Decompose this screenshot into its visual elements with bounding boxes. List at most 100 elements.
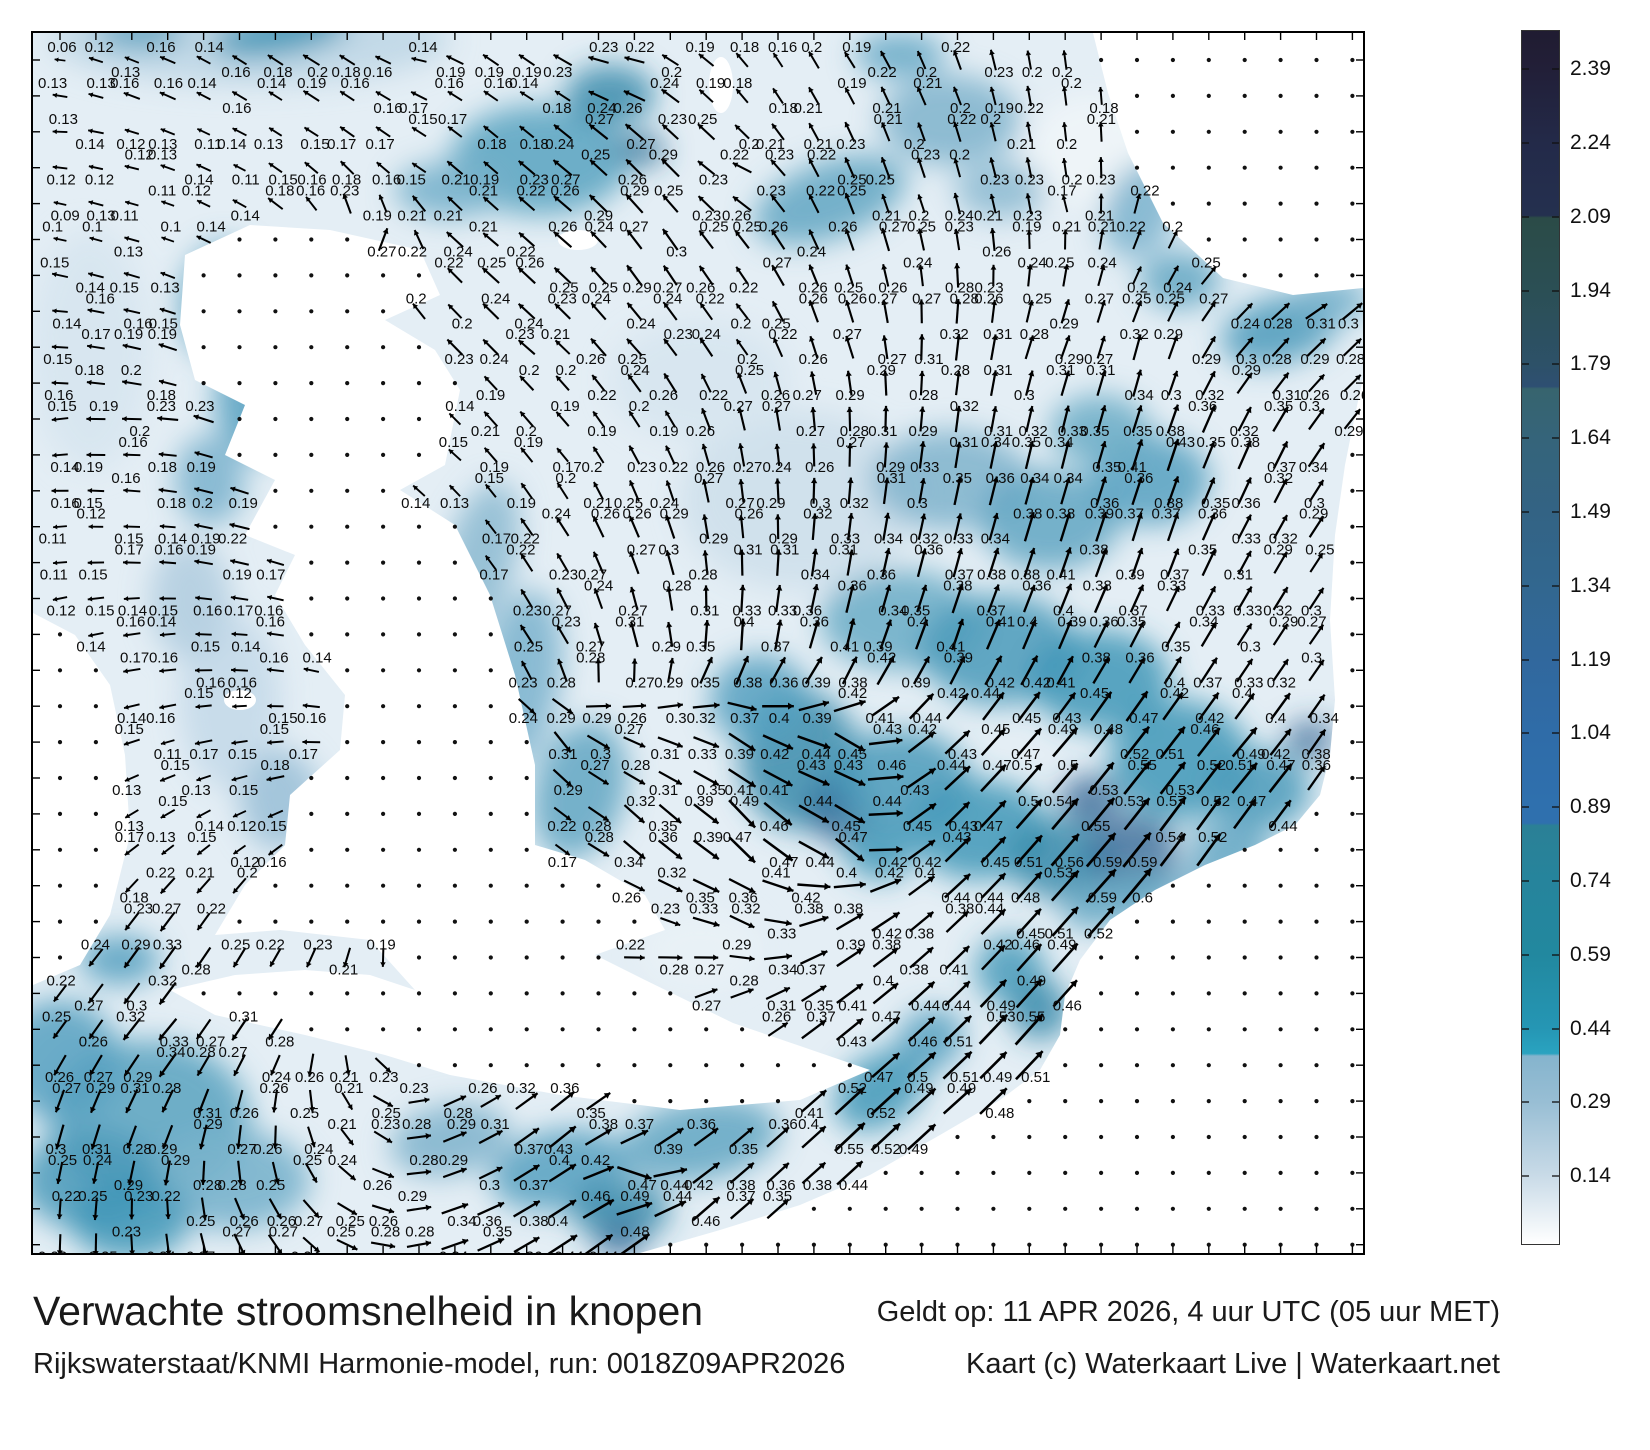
svg-text:0.36: 0.36 [1022, 578, 1051, 595]
svg-text:0.12: 0.12 [85, 172, 114, 189]
svg-text:0.57: 0.57 [1156, 793, 1185, 810]
svg-text:0.25: 0.25 [549, 279, 578, 296]
copyright-credit: Kaart (c) Waterkaart Live | Waterkaart.n… [966, 1348, 1500, 1380]
colorbar-tickmark [1552, 511, 1559, 514]
svg-text:0.27: 0.27 [695, 962, 724, 979]
svg-text:0.16: 0.16 [363, 64, 392, 81]
svg-text:0.16: 0.16 [149, 649, 178, 666]
svg-text:0.27: 0.27 [879, 219, 908, 236]
svg-text:0.26: 0.26 [259, 1080, 288, 1097]
svg-text:0.23: 0.23 [1013, 208, 1042, 225]
svg-text:0.2: 0.2 [661, 64, 682, 81]
svg-text:0.19: 0.19 [74, 459, 103, 476]
colorbar-tick-label: 2.39 [1570, 57, 1611, 81]
svg-text:0.15: 0.15 [161, 757, 190, 774]
svg-text:0.35: 0.35 [648, 818, 677, 835]
colorbar-tickmark [1522, 215, 1529, 218]
svg-text:0.52: 0.52 [1120, 746, 1149, 763]
svg-text:0.46: 0.46 [1190, 721, 1219, 738]
svg-text:0.29: 0.29 [547, 710, 576, 727]
svg-text:0.23: 0.23 [765, 147, 794, 164]
svg-text:0.11: 0.11 [194, 136, 222, 153]
svg-text:0.24: 0.24 [291, 1249, 320, 1253]
svg-text:0.22: 0.22 [398, 244, 427, 261]
svg-text:0.53: 0.53 [1044, 865, 1073, 882]
svg-text:0.2: 0.2 [1052, 64, 1073, 81]
svg-text:0.34: 0.34 [614, 854, 643, 871]
svg-text:0.52: 0.52 [1201, 793, 1230, 810]
svg-text:0.17: 0.17 [365, 136, 394, 153]
colorbar-tickmark [1522, 1175, 1529, 1178]
svg-text:0.18: 0.18 [1089, 100, 1118, 117]
svg-text:0.29: 0.29 [1334, 423, 1363, 440]
svg-text:0.36: 0.36 [766, 1177, 795, 1194]
svg-text:0.3: 0.3 [1014, 387, 1035, 404]
svg-text:0.26: 0.26 [838, 290, 867, 307]
svg-text:0.19: 0.19 [507, 495, 536, 512]
svg-text:0.49: 0.49 [730, 793, 759, 810]
svg-text:0.44: 0.44 [971, 685, 1000, 702]
svg-text:0.42: 0.42 [838, 685, 867, 702]
colorbar-tickmark [1552, 289, 1559, 292]
land-continental-coast [640, 378, 1363, 1253]
svg-text:0.18: 0.18 [75, 362, 104, 379]
svg-text:0.26: 0.26 [649, 387, 678, 404]
svg-text:0.23: 0.23 [836, 136, 865, 153]
svg-text:0.36: 0.36 [1188, 398, 1217, 415]
svg-text:0.38: 0.38 [589, 1116, 618, 1133]
svg-text:0.37: 0.37 [1160, 567, 1189, 584]
svg-text:0.34: 0.34 [1044, 434, 1073, 451]
land-norway [1093, 33, 1363, 295]
svg-text:0.29: 0.29 [699, 531, 728, 548]
svg-text:0.35: 0.35 [577, 1105, 606, 1122]
svg-text:0.16: 0.16 [146, 710, 175, 727]
svg-text:0.26: 0.26 [974, 290, 1003, 307]
svg-text:0.39: 0.39 [1116, 567, 1145, 584]
svg-text:0.17: 0.17 [224, 603, 253, 620]
svg-text:0.25: 0.25 [699, 219, 728, 236]
svg-text:0.4: 0.4 [1265, 710, 1286, 727]
svg-text:0.51: 0.51 [1225, 757, 1254, 774]
svg-text:0.53: 0.53 [1115, 793, 1144, 810]
svg-text:0.22: 0.22 [720, 147, 749, 164]
svg-text:0.13: 0.13 [148, 147, 177, 164]
svg-text:0.33: 0.33 [688, 746, 717, 763]
svg-text:0.2: 0.2 [129, 423, 150, 440]
svg-text:0.32: 0.32 [1018, 423, 1047, 440]
svg-text:0.28: 0.28 [402, 1116, 431, 1133]
svg-text:0.19: 0.19 [512, 64, 541, 81]
svg-text:0.31: 0.31 [914, 351, 943, 368]
svg-text:0.31: 0.31 [767, 997, 796, 1014]
svg-text:0.38: 0.38 [1302, 746, 1331, 763]
svg-text:0.34: 0.34 [156, 1044, 185, 1061]
svg-text:0.2: 0.2 [1061, 75, 1082, 92]
svg-text:0.18: 0.18 [477, 136, 506, 153]
svg-text:0.31: 0.31 [120, 1080, 149, 1097]
svg-text:0.27: 0.27 [694, 470, 723, 487]
svg-text:0.25: 0.25 [372, 1105, 401, 1122]
svg-text:0.16: 0.16 [257, 854, 286, 871]
svg-text:0.28: 0.28 [1263, 351, 1292, 368]
svg-text:0.35: 0.35 [1201, 495, 1230, 512]
island-shetland [709, 57, 733, 113]
svg-text:0.24: 0.24 [587, 100, 616, 117]
svg-text:0.24: 0.24 [514, 315, 543, 332]
svg-text:0.13: 0.13 [151, 279, 180, 296]
svg-text:0.19: 0.19 [514, 434, 543, 451]
colorbar-tick-label: 1.34 [1570, 573, 1611, 597]
svg-text:0.32: 0.32 [1267, 674, 1296, 691]
svg-text:0.34: 0.34 [447, 1213, 476, 1230]
svg-text:0.21: 0.21 [794, 100, 823, 117]
svg-text:0.39: 0.39 [694, 829, 723, 846]
svg-text:0.38: 0.38 [834, 901, 863, 918]
svg-text:0.23: 0.23 [692, 208, 721, 225]
svg-text:0.44: 0.44 [663, 1188, 692, 1205]
svg-text:0.15: 0.15 [40, 254, 69, 271]
svg-text:0.31: 0.31 [829, 542, 858, 559]
svg-text:0.16: 0.16 [228, 674, 257, 691]
svg-text:0.41: 0.41 [1046, 674, 1075, 691]
svg-text:0.55: 0.55 [835, 1141, 864, 1158]
svg-text:0.22: 0.22 [506, 542, 535, 559]
svg-text:0.16: 0.16 [254, 603, 283, 620]
svg-text:0.24: 0.24 [481, 290, 510, 307]
